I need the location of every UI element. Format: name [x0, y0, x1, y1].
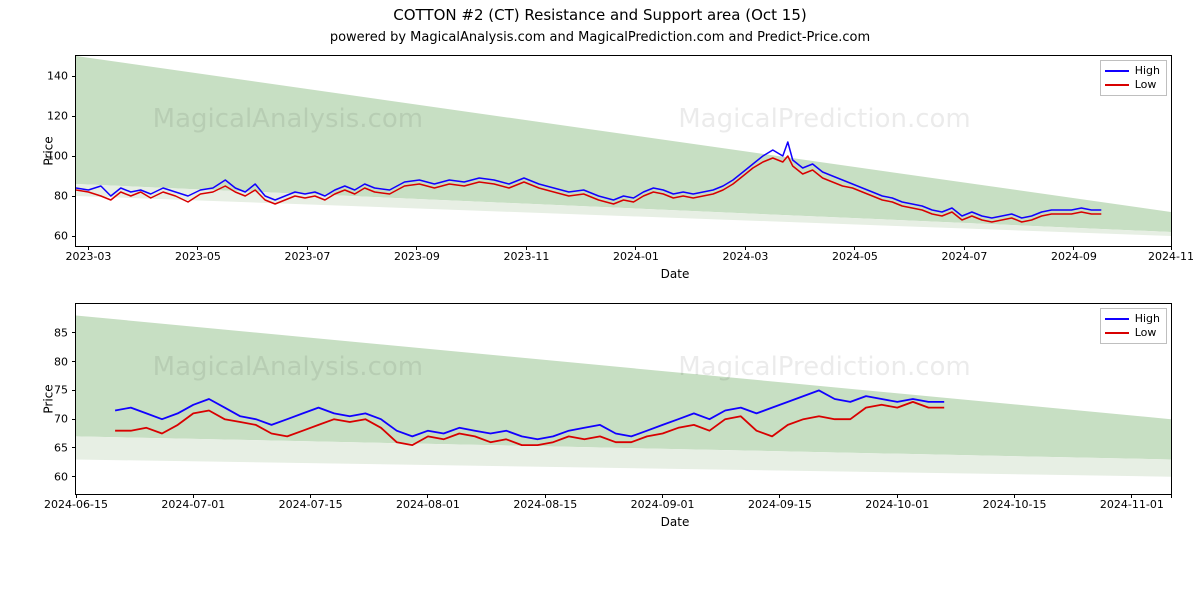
support-resistance-area [76, 56, 1171, 232]
x-tick-label: 2024-07-01 [161, 498, 225, 511]
x-tick-label: 2023-09 [394, 250, 440, 263]
top-chart-plot: MagicalAnalysis.com MagicalPrediction.co… [75, 55, 1172, 247]
x-tick-label: 2024-09 [1051, 250, 1097, 263]
y-tick-label: 140 [47, 70, 68, 83]
top-chart-svg [76, 56, 1171, 246]
x-tick-label: 2023-07 [284, 250, 330, 263]
x-tick-label: 2024-08-15 [513, 498, 577, 511]
y-tick-label: 60 [54, 230, 68, 243]
x-ticks: 2023-032023-052023-072023-092023-112024-… [76, 246, 1171, 266]
legend-swatch-low [1105, 84, 1129, 86]
x-tick-label: 2023-05 [175, 250, 221, 263]
x-tick-label: 2024-10-15 [983, 498, 1047, 511]
legend-row: Low [1105, 78, 1160, 92]
y-tick-label: 75 [54, 384, 68, 397]
x-tick-label: 2024-09-01 [631, 498, 695, 511]
legend-swatch-low [1105, 332, 1129, 334]
legend-swatch-high [1105, 70, 1129, 72]
legend-box: High Low [1100, 308, 1167, 344]
x-tick-label: 2024-10-01 [865, 498, 929, 511]
y-tick-label: 120 [47, 110, 68, 123]
support-resistance-area [76, 316, 1171, 460]
legend-label-high: High [1135, 312, 1160, 326]
legend-row: High [1105, 312, 1160, 326]
y-tick-label: 100 [47, 150, 68, 163]
y-tick-label: 60 [54, 470, 68, 483]
bottom-chart-svg [76, 304, 1171, 494]
x-tick-label: 2024-07-15 [279, 498, 343, 511]
x-tick-label: 2024-11-01 [1100, 498, 1164, 511]
figure-root: { "title": "COTTON #2 (CT) Resistance an… [0, 6, 1200, 600]
x-tick-label: 2023-03 [65, 250, 111, 263]
x-tick-label: 2024-07 [941, 250, 987, 263]
x-tick-label: 2024-01 [613, 250, 659, 263]
legend-row: Low [1105, 326, 1160, 340]
x-axis-label: Date [128, 515, 1200, 529]
legend-row: High [1105, 64, 1160, 78]
legend-box: High Low [1100, 60, 1167, 96]
y-tick-label: 85 [54, 326, 68, 339]
bottom-chart-plot: MagicalAnalysis.com MagicalPrediction.co… [75, 303, 1172, 495]
x-tick-label: 2024-08-01 [396, 498, 460, 511]
y-tick-label: 80 [54, 190, 68, 203]
x-ticks: 2024-06-152024-07-012024-07-152024-08-01… [76, 494, 1171, 514]
x-axis-label: Date [128, 267, 1200, 281]
legend-label-low: Low [1135, 78, 1157, 92]
x-tick-label: 2024-05 [832, 250, 878, 263]
legend-label-low: Low [1135, 326, 1157, 340]
x-tick-label: 2023-11 [503, 250, 549, 263]
chart-title: COTTON #2 (CT) Resistance and Support ar… [0, 6, 1200, 24]
y-tick-label: 80 [54, 355, 68, 368]
x-tick-label: 2024-11 [1148, 250, 1194, 263]
legend-swatch-high [1105, 318, 1129, 320]
chart-subtitle: powered by MagicalAnalysis.com and Magic… [0, 30, 1200, 45]
x-tick-label: 2024-03 [722, 250, 768, 263]
legend-label-high: High [1135, 64, 1160, 78]
x-tick-label: 2024-09-15 [748, 498, 812, 511]
y-tick-label: 65 [54, 441, 68, 454]
x-tick-label: 2024-06-15 [44, 498, 108, 511]
y-tick-label: 70 [54, 413, 68, 426]
